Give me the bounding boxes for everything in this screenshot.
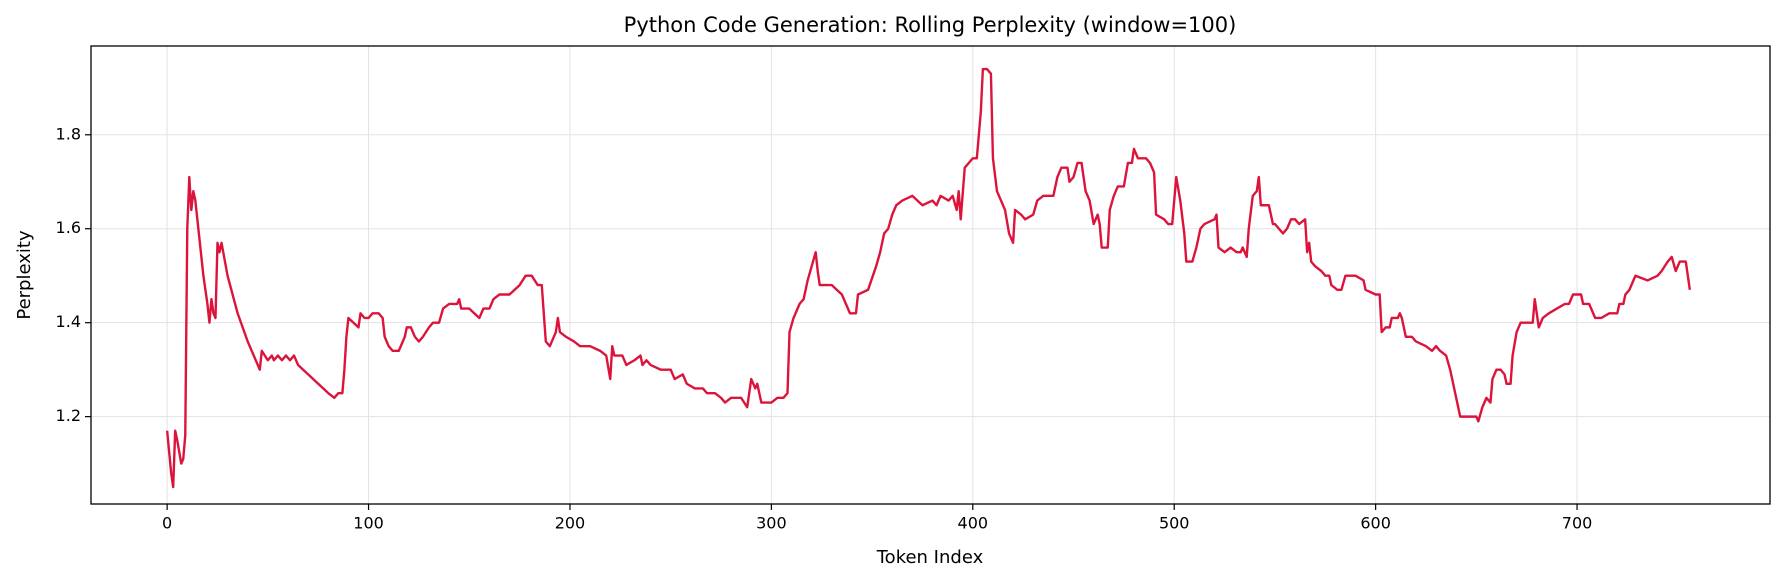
x-tick-label: 700 (1562, 514, 1593, 533)
plot-area: 0 100 200 300 400 500 600 700 1.2 1.4 1.6 1.8 (56, 46, 1770, 533)
y-tick-label: 1.2 (56, 406, 81, 425)
x-tick-label: 500 (1159, 514, 1190, 533)
y-tick-label: 1.6 (56, 218, 81, 237)
x-tick-label: 100 (353, 514, 384, 533)
chart-title: Python Code Generation: Rolling Perplexi… (624, 13, 1237, 37)
y-axis-label: Perplexity (14, 230, 35, 320)
x-tick-label: 0 (162, 514, 172, 533)
x-tick-label: 400 (958, 514, 989, 533)
x-tick-label: 200 (555, 514, 586, 533)
x-axis-label: Token Index (876, 547, 984, 568)
y-tick-label: 1.8 (56, 124, 81, 143)
axes-frame (90, 45, 1771, 505)
data-line (165, 67, 1692, 489)
x-tick-label: 600 (1360, 514, 1391, 533)
y-tick-label: 1.4 (56, 312, 81, 331)
x-tick-label: 300 (756, 514, 787, 533)
